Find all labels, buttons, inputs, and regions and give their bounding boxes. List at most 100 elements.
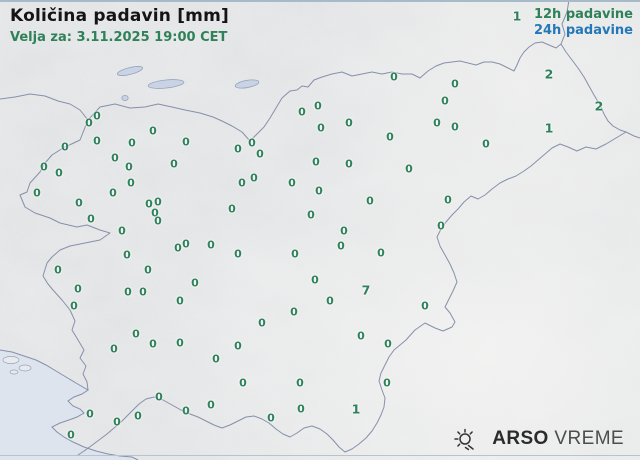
station-value: 0 (113, 415, 121, 429)
legend-12h-toggle[interactable]: 12h padavine (533, 7, 633, 22)
station-value: 0 (75, 196, 83, 210)
lagoon-islets (2, 356, 32, 375)
station-value: 0 (234, 247, 242, 261)
station-value: 0 (451, 77, 459, 91)
station-value: 1 (512, 8, 522, 24)
map-header: Količina padavin [mm] Velja za: 3.11.202… (10, 6, 229, 45)
station-value: 1 (544, 120, 554, 136)
station-value: 7 (361, 282, 371, 298)
station-value: 0 (441, 94, 449, 108)
station-value: 0 (421, 299, 429, 313)
station-value: 0 (170, 157, 178, 171)
station-value: 0 (61, 140, 69, 154)
brand-arso: ARSO (492, 428, 549, 449)
station-value: 0 (128, 136, 136, 150)
station-value: 0 (238, 176, 246, 190)
station-value: 0 (311, 273, 319, 287)
station-value: 0 (326, 294, 334, 308)
station-value: 0 (87, 212, 95, 226)
station-value: 0 (144, 263, 152, 277)
station-value: 0 (154, 214, 162, 228)
station-value: 0 (298, 105, 306, 119)
station-value: 0 (234, 142, 242, 156)
station-value: 2 (594, 98, 604, 114)
station-value: 0 (176, 294, 184, 308)
map-frame-top (0, 0, 640, 2)
station-value: 0 (154, 195, 162, 209)
station-value: 0 (345, 116, 353, 130)
map-frame-bottom (0, 455, 640, 456)
station-value: 0 (110, 342, 118, 356)
station-value: 0 (377, 246, 385, 260)
station-value: 2 (544, 66, 554, 82)
station-value: 0 (139, 285, 147, 299)
station-value: 0 (191, 276, 199, 290)
lakes (116, 66, 260, 102)
station-value: 1 (351, 401, 361, 417)
station-value: 0 (74, 282, 82, 296)
arso-vreme-logo[interactable]: ARSO VREME (451, 426, 624, 452)
border-italy-austria (0, 93, 89, 121)
station-value: 0 (207, 398, 215, 412)
border-croatia-hungary (625, 131, 640, 139)
station-value: 0 (451, 120, 459, 134)
station-value: 0 (134, 409, 142, 423)
station-value: 0 (93, 134, 101, 148)
station-value: 0 (33, 186, 41, 200)
station-value: 0 (132, 327, 140, 341)
station-value: 0 (67, 428, 75, 442)
coastline (0, 349, 139, 460)
station-value: 0 (212, 352, 220, 366)
station-value: 0 (482, 137, 490, 151)
station-value: 0 (55, 166, 63, 180)
station-value: 0 (267, 411, 275, 425)
station-value: 0 (383, 376, 391, 390)
border-austria-hungary (560, 0, 570, 45)
station-value: 0 (288, 176, 296, 190)
sea-adriatic (0, 350, 138, 460)
station-value: 0 (437, 219, 445, 233)
station-value: 0 (174, 241, 182, 255)
station-value: 0 (317, 121, 325, 135)
page-title: Količina padavin [mm] (10, 6, 229, 26)
station-value: 0 (127, 176, 135, 190)
station-value: 0 (151, 206, 159, 220)
station-value: 0 (405, 162, 413, 176)
station-value: 0 (70, 299, 78, 313)
station-value: 0 (86, 407, 94, 421)
station-value: 0 (155, 390, 163, 404)
station-value: 0 (337, 239, 345, 253)
station-value: 0 (111, 151, 119, 165)
station-value: 0 (182, 135, 190, 149)
border-slovenia-main (77, 41, 627, 456)
brand-text: ARSO VREME (492, 428, 624, 450)
station-value: 0 (314, 99, 322, 113)
sun-icon (454, 428, 474, 451)
station-value: 0 (312, 155, 320, 169)
station-value: 0 (54, 263, 62, 277)
station-value: 0 (290, 305, 298, 319)
station-value: 0 (340, 224, 348, 238)
station-value: 0 (357, 329, 365, 343)
station-value: 0 (182, 404, 190, 418)
legend-24h-toggle[interactable]: 24h padavine (533, 23, 633, 38)
station-value: 0 (93, 109, 101, 123)
station-value: 0 (444, 193, 452, 207)
station-value: 0 (176, 336, 184, 350)
precip-mode-legend: 12h padavine 24h padavine (534, 7, 633, 39)
station-value: 0 (307, 208, 315, 222)
station-value: 0 (345, 157, 353, 171)
station-value: 0 (40, 160, 48, 174)
station-value: 0 (384, 337, 392, 351)
station-value: 0 (123, 248, 131, 262)
station-value: 0 (256, 147, 264, 161)
station-value: 0 (145, 197, 153, 211)
station-value: 0 (149, 337, 157, 351)
station-value: 0 (124, 285, 132, 299)
station-value: 0 (85, 116, 93, 130)
station-value: 0 (207, 238, 215, 252)
station-value: 0 (386, 130, 394, 144)
